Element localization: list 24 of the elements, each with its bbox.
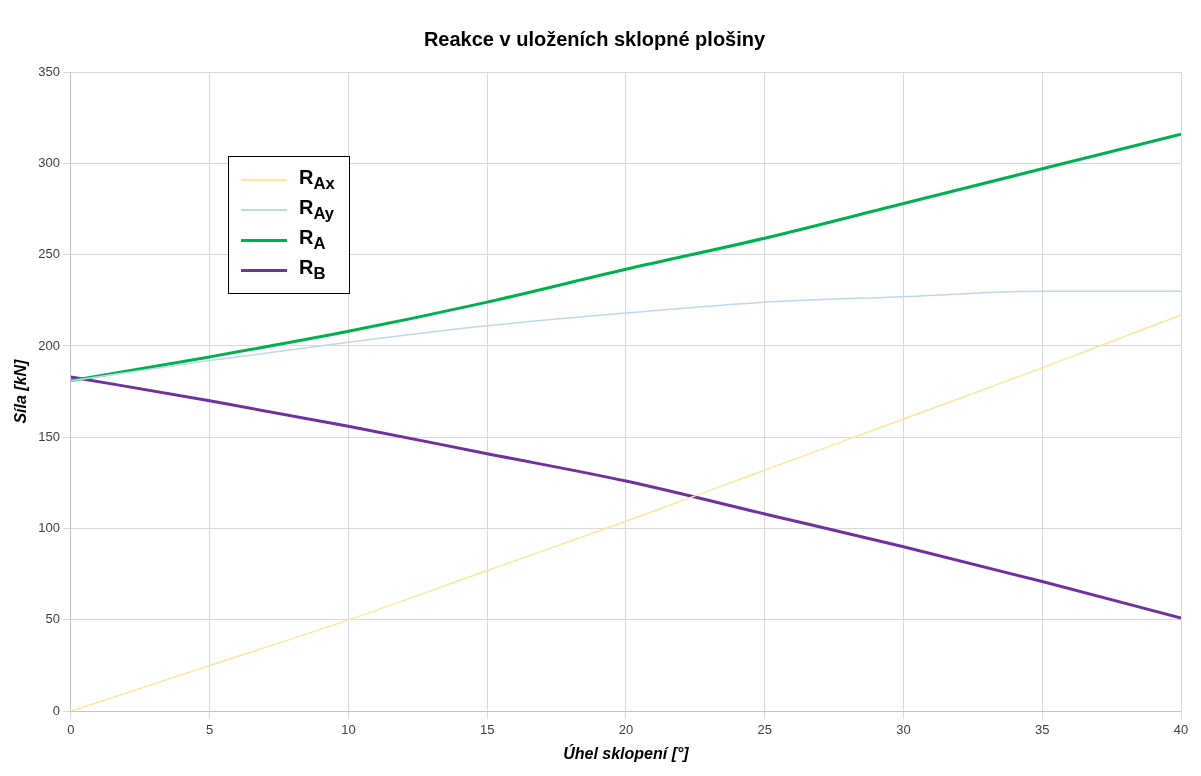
x-tick-label: 5	[206, 721, 214, 737]
x-tick-label: 15	[479, 721, 495, 737]
y-tick-label: 200	[38, 337, 60, 353]
y-tick-label: 350	[38, 63, 60, 79]
x-tick-label: 0	[67, 721, 75, 737]
y-axis-title: Síla [kN]	[12, 358, 30, 424]
x-tick-label: 25	[757, 721, 772, 737]
y-tick-label: 250	[38, 246, 60, 262]
legend-label: R$_{A}$	[299, 226, 326, 254]
legend-label: R$_{Ax}$	[299, 166, 335, 194]
y-tick-label: 300	[38, 154, 60, 170]
y-tick-label: 100	[38, 520, 60, 536]
x-tick-label: 10	[341, 721, 356, 737]
chart-title: Reakce v uloženích sklopné plošiny	[423, 27, 766, 50]
x-tick-label: 20	[618, 721, 634, 737]
x-tick-label: 35	[1035, 721, 1050, 737]
legend-label: R$_{B}$	[299, 256, 326, 284]
x-tick-label: 30	[896, 721, 911, 737]
x-axis-title: Úhel sklopení [°]	[563, 743, 690, 762]
y-tick-label: 0	[52, 702, 60, 718]
y-tick-label: 150	[38, 428, 60, 444]
y-tick-label: 50	[45, 611, 60, 627]
x-tick-label: 40	[1173, 721, 1189, 737]
legend-label: R$_{Ay}$	[299, 196, 335, 224]
